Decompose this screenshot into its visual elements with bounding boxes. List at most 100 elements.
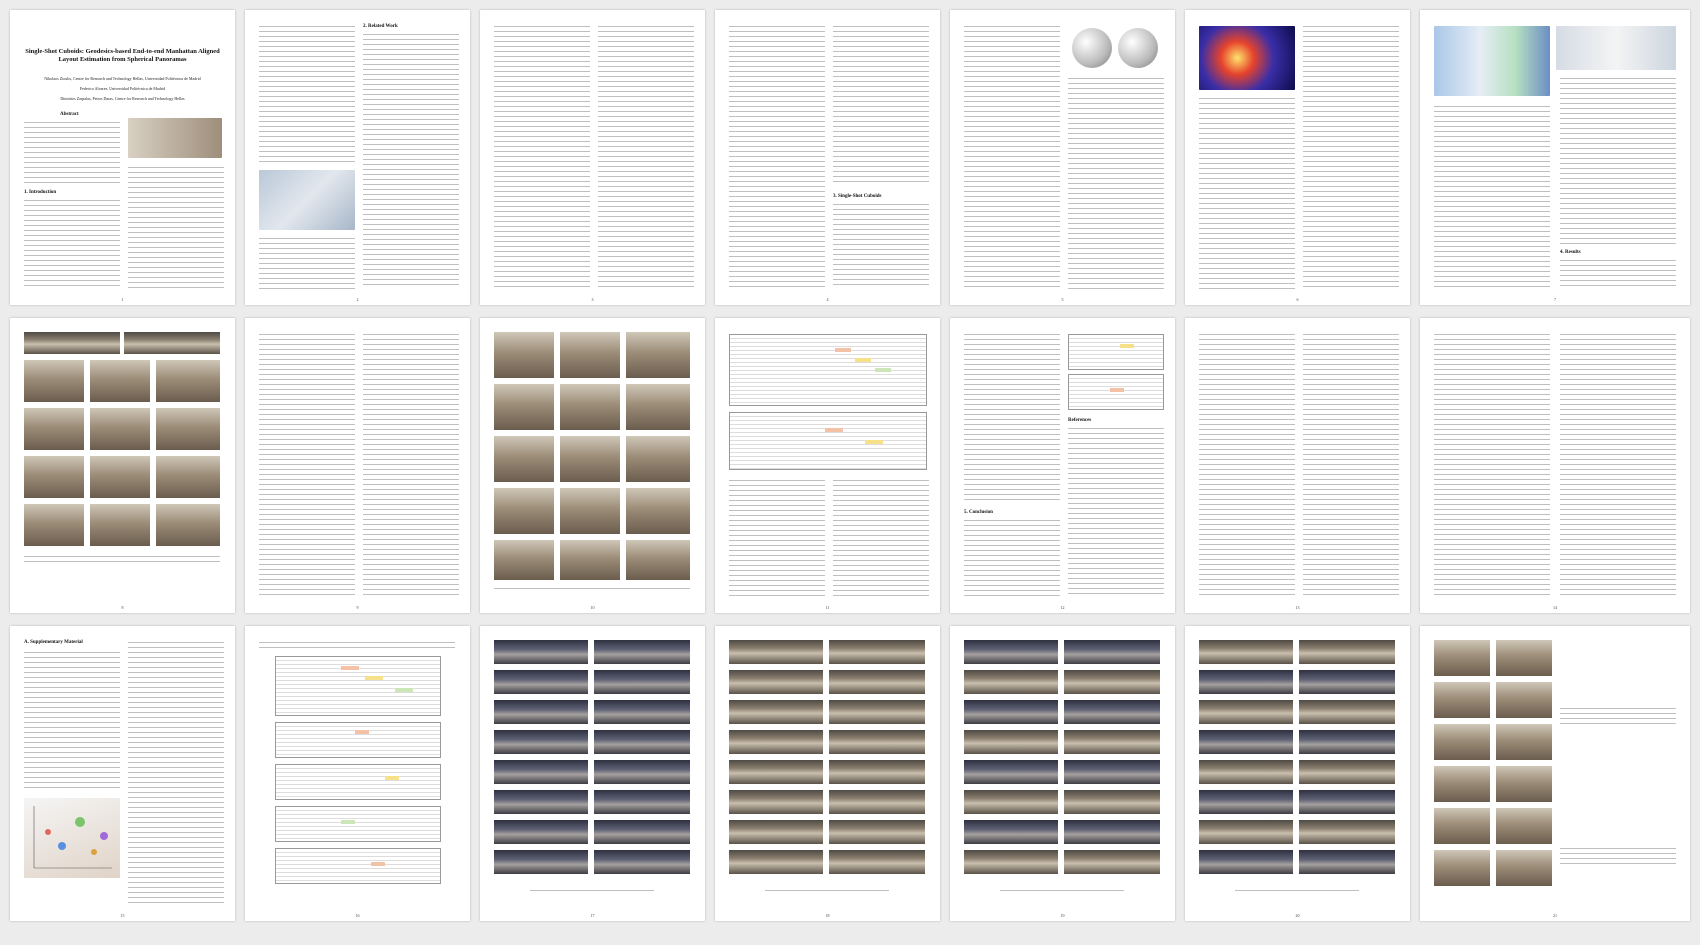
- page-number: 10: [590, 605, 595, 610]
- figure-caption: [1000, 888, 1124, 894]
- qualitative-pano: [964, 670, 1058, 694]
- figure-overview: [259, 170, 355, 230]
- qualitative-pano: [1199, 850, 1293, 874]
- paper-page-4[interactable]: 3. Single-Shot Cuboids 4: [715, 10, 940, 305]
- paper-page-20[interactable]: 20: [1185, 626, 1410, 921]
- qualitative-pano: [829, 850, 925, 874]
- left-column-text: [729, 24, 825, 289]
- qualitative-pano: [829, 670, 925, 694]
- results-heading: 4. Results: [1560, 250, 1581, 255]
- table-highlight: [865, 440, 883, 444]
- page-number: 3: [591, 297, 594, 302]
- page-number: 18: [825, 913, 830, 918]
- page-number: 21: [1553, 913, 1557, 918]
- layout-render: [494, 384, 554, 430]
- right-column-text: [128, 165, 224, 289]
- right-column-text: [128, 640, 224, 905]
- paper-page-10[interactable]: 10: [480, 318, 705, 613]
- paper-page-21[interactable]: 21: [1420, 626, 1690, 921]
- qualitative-pano: [729, 670, 823, 694]
- qualitative-pano: [1299, 790, 1395, 814]
- qualitative-pano: [729, 790, 823, 814]
- qualitative-pano: [594, 850, 690, 874]
- qualitative-pano: [1199, 670, 1293, 694]
- layout-render: [626, 436, 690, 482]
- qualitative-pano: [964, 760, 1058, 784]
- page-number: 5: [1061, 297, 1064, 302]
- ablation-table-4: [275, 848, 441, 884]
- heatmap-figure: [1199, 26, 1295, 90]
- qualitative-pano: [494, 640, 588, 664]
- page-number: 15: [120, 913, 125, 918]
- paper-page-14[interactable]: 14: [1420, 318, 1690, 613]
- paper-page-2[interactable]: 2. Related Work 2: [245, 10, 470, 305]
- table-highlight: [825, 428, 843, 432]
- qualitative-pano: [964, 790, 1058, 814]
- paper-page-5[interactable]: 5: [950, 10, 1175, 305]
- references-text: [1199, 332, 1295, 597]
- method-heading: 3. Single-Shot Cuboids: [833, 194, 882, 199]
- table-highlight: [371, 862, 385, 866]
- qualitative-pano: [829, 700, 925, 724]
- qualitative-pano: [1299, 820, 1395, 844]
- qualitative-pano: [124, 332, 220, 354]
- right-column-text: [833, 478, 929, 597]
- paper-page-9[interactable]: 9: [245, 318, 470, 613]
- qualitative-pano: [1064, 670, 1160, 694]
- paper-page-15[interactable]: A. Supplementary Material 15: [10, 626, 235, 921]
- left-column-text: [1434, 104, 1550, 289]
- qualitative-pano: [729, 850, 823, 874]
- right-column-text: [363, 332, 459, 597]
- qualitative-pano: [494, 670, 588, 694]
- paper-page-12[interactable]: 5. Conclusion References 12: [950, 318, 1175, 613]
- qualitative-pano: [1064, 850, 1160, 874]
- paper-page-11[interactable]: 11: [715, 318, 940, 613]
- page-number: 7: [1554, 297, 1556, 302]
- layout-render: [24, 456, 84, 498]
- qualitative-pano: [1199, 790, 1293, 814]
- abstract-text: [24, 120, 120, 185]
- layout-render: [626, 332, 690, 378]
- layout-render: [494, 488, 554, 534]
- qualitative-pano: [1199, 730, 1293, 754]
- ablation-table-3: [275, 806, 441, 842]
- model-size-plot: [33, 806, 112, 869]
- layout-render: [494, 540, 554, 580]
- layout-render: [156, 504, 220, 546]
- table-highlight: [341, 666, 359, 670]
- conclusion-heading: 5. Conclusion: [964, 510, 993, 515]
- references-text: [1434, 332, 1550, 597]
- layout-render: [1434, 640, 1490, 676]
- left-column-text: [259, 332, 355, 597]
- table-highlight: [1120, 344, 1134, 348]
- paper-page-3[interactable]: 3: [480, 10, 705, 305]
- paper-page-13[interactable]: 13: [1185, 318, 1410, 613]
- qualitative-pano: [594, 640, 690, 664]
- references-text: [1068, 426, 1164, 597]
- left-column-text: [729, 478, 825, 597]
- qualitative-pano: [1064, 820, 1160, 844]
- table-highlight: [855, 358, 871, 362]
- figure-caption: [530, 888, 654, 894]
- paper-page-16[interactable]: 16: [245, 626, 470, 921]
- figure-caption: [494, 586, 690, 592]
- right-column-text-2: [833, 202, 929, 289]
- page-number: 12: [1060, 605, 1065, 610]
- qualitative-pano: [729, 730, 823, 754]
- table-highlight: [385, 776, 399, 780]
- paper-page-17[interactable]: 17: [480, 626, 705, 921]
- paper-page-19[interactable]: 19: [950, 626, 1175, 921]
- left-column-text: [1199, 96, 1295, 289]
- sphere-figure: [1072, 28, 1112, 68]
- layout-render: [1496, 724, 1552, 760]
- paper-page-6[interactable]: 6: [1185, 10, 1410, 305]
- paper-page-8[interactable]: 8: [10, 318, 235, 613]
- abstract-heading: Abstract: [60, 112, 79, 117]
- paper-page-7[interactable]: 4. Results 7: [1420, 10, 1690, 305]
- table-highlight: [835, 348, 851, 352]
- intro-heading: 1. Introduction: [24, 190, 57, 195]
- qualitative-pano: [729, 700, 823, 724]
- paper-page-18[interactable]: 18: [715, 626, 940, 921]
- paper-page-1[interactable]: Single-Shot Cuboids: Geodesics-based End…: [10, 10, 235, 305]
- ablation-table-2: [1068, 374, 1164, 410]
